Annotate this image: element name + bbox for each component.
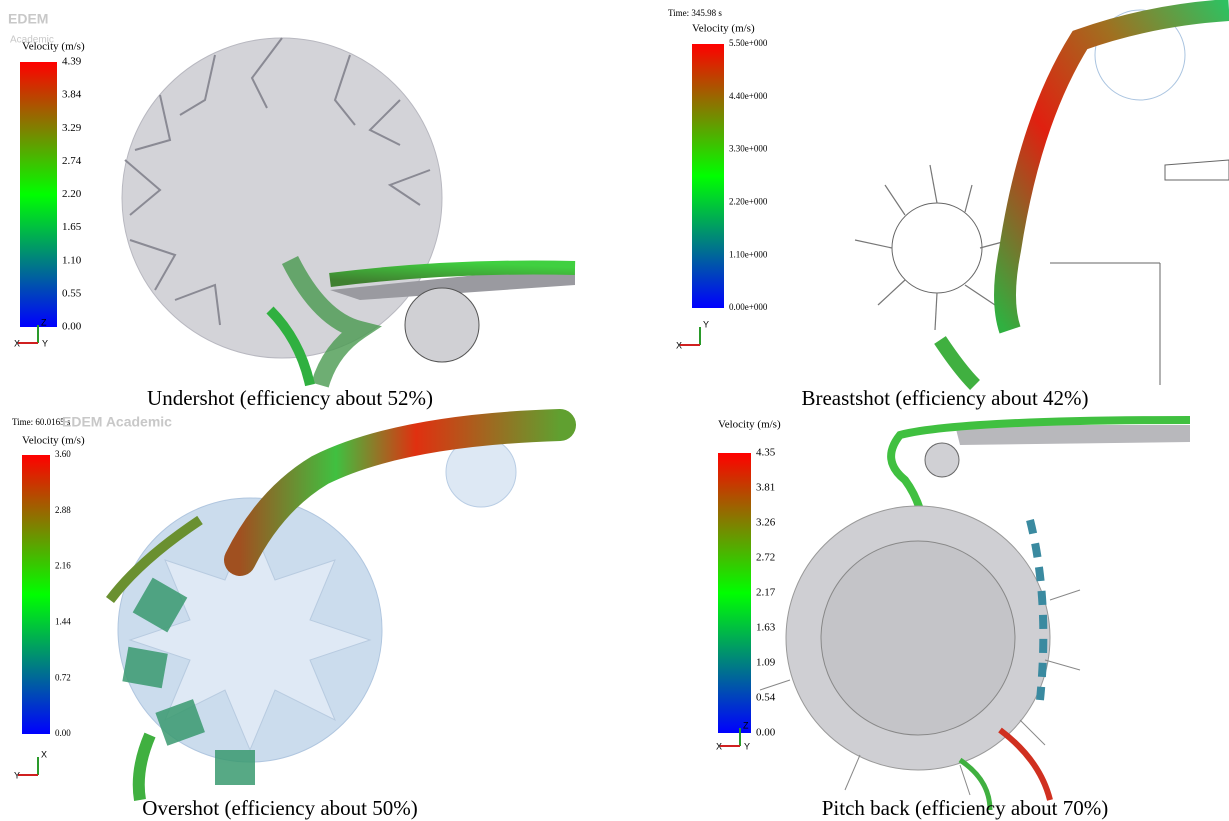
axis-letter: Y <box>744 741 750 751</box>
colorbar <box>20 62 57 327</box>
colorbar-tick-label: 2.74 <box>62 155 82 167</box>
colorbar <box>692 44 724 308</box>
colorbar-tick-label: 3.26 <box>756 517 776 529</box>
breastshot-scene <box>855 10 1229 385</box>
colorbar-tick-label: 5.50e+000 <box>729 38 768 48</box>
colorbar-tick-label: 0.00 <box>55 728 71 738</box>
colorbar-tick-label: 2.20 <box>62 188 82 200</box>
colorbar-tick-label: 3.29 <box>62 122 82 134</box>
colorbar-tick-label: 2.17 <box>756 587 776 599</box>
undershot-scene <box>122 38 575 385</box>
caption: Breastshot (efficiency about 42%) <box>801 386 1088 410</box>
axis-letter: X <box>41 749 47 759</box>
colorbar-tick-label: 1.09 <box>756 657 776 669</box>
pitchback-scene <box>760 420 1190 810</box>
legend-title: Velocity (m/s) <box>692 23 755 35</box>
legend-title: Velocity (m/s) <box>22 435 85 447</box>
colorbar-tick-label: 0.55 <box>62 287 82 299</box>
colorbar <box>22 455 50 734</box>
colorbar-tick-label: 0.54 <box>756 692 776 704</box>
colorbar-tick-label: 2.88 <box>55 505 71 515</box>
axis-letter: Y <box>42 338 48 348</box>
colorbar-tick-label: 2.16 <box>55 561 71 571</box>
caption: Overshot (efficiency about 50%) <box>142 796 417 820</box>
colorbar-tick-label: 0.00 <box>756 727 776 739</box>
caption: Undershot (efficiency about 52%) <box>147 386 433 410</box>
axis-letter: Z <box>743 720 749 730</box>
colorbar-tick-label: 2.20e+000 <box>729 196 768 206</box>
colorbar-tick-label: 4.39 <box>62 56 82 68</box>
colorbar-tick-label: 3.81 <box>756 482 775 494</box>
colorbar-tick-label: 1.10 <box>62 254 82 266</box>
colorbar-tick-label: 0.00 <box>62 321 82 333</box>
axis-letter: X <box>14 338 20 348</box>
colorbar-tick-label: 0.72 <box>55 672 71 682</box>
logo: EDEM Academic <box>62 414 172 430</box>
axis-letter: Z <box>41 317 47 327</box>
figure: Velocity (m/s) 4.39 3.84 3.29 2.74 2.20 1.65 1.… <box>0 0 1229 821</box>
colorbar-tick-label: 3.84 <box>62 89 82 101</box>
time-label: Time: 345.98 s <box>668 8 722 18</box>
logo: EDEM <box>8 11 48 27</box>
overshot-scene <box>110 425 560 800</box>
colorbar <box>718 453 751 733</box>
axis-letter: Y <box>14 770 20 780</box>
axis-letter: X <box>716 741 722 751</box>
colorbar-tick-label: 3.60 <box>55 449 71 459</box>
colorbar-tick-label: 0.00e+000 <box>729 302 768 312</box>
legend-title: Velocity (m/s) <box>718 419 781 431</box>
caption: Pitch back (efficiency about 70%) <box>822 796 1109 820</box>
colorbar-tick-label: 4.35 <box>756 447 776 459</box>
axis-letter: Y <box>703 319 709 329</box>
colorbar-tick-label: 1.65 <box>62 221 82 233</box>
page: Velocity (m/s) 4.39 3.84 3.29 2.74 2.20 1.65 1.… <box>0 0 1229 821</box>
colorbar-tick-label: 3.30e+000 <box>729 144 768 154</box>
colorbar-tick-label: 1.44 <box>55 616 71 626</box>
colorbar-tick-label: 2.72 <box>756 552 775 564</box>
axis-letter: X <box>676 340 682 350</box>
logo-sub: Academic <box>10 35 54 46</box>
colorbar-tick-label: 1.63 <box>756 622 776 634</box>
colorbar-tick-label: 1.10e+000 <box>729 249 768 259</box>
colorbar-tick-label: 4.40e+000 <box>729 91 768 101</box>
